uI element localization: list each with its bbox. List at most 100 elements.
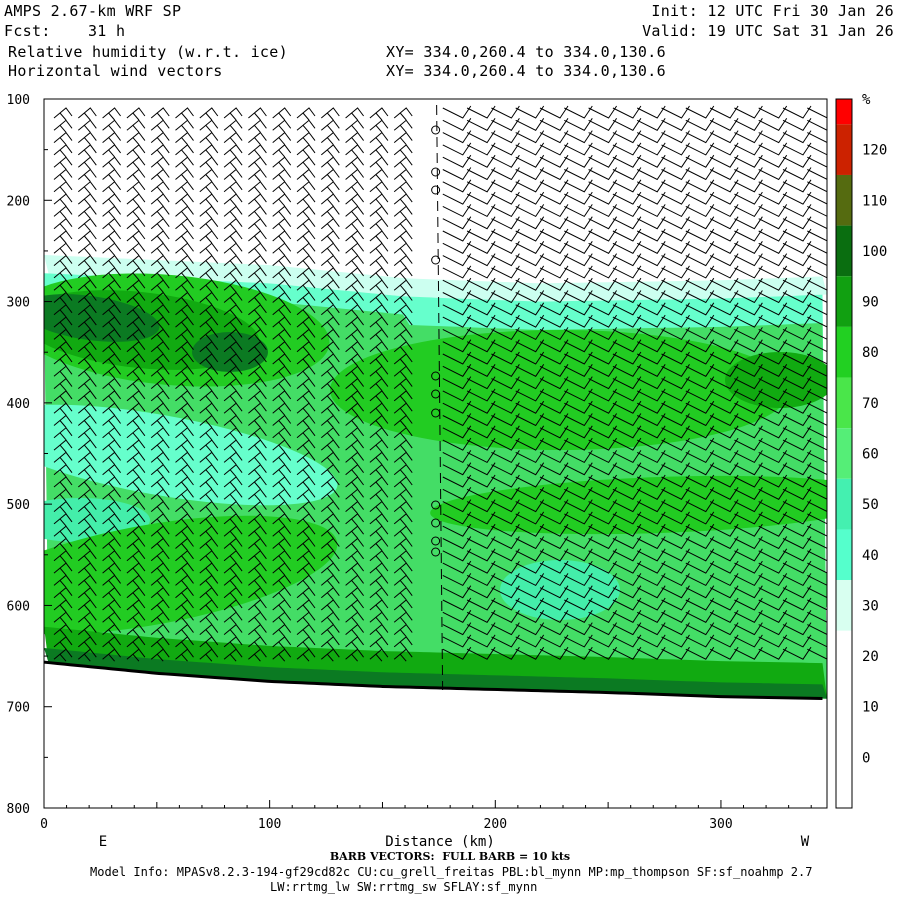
- wind-barb: [491, 474, 520, 488]
- wind-barb: [102, 267, 121, 281]
- wind-barb: [272, 463, 292, 478]
- wind-barb: [369, 513, 389, 527]
- wind-barb: [612, 413, 642, 427]
- wind-barb: [685, 536, 715, 550]
- wind-barb: [248, 636, 267, 650]
- wind-barb: [272, 525, 292, 539]
- wind-barb: [612, 474, 642, 488]
- wind-barb: [758, 622, 788, 636]
- wind-barb: [175, 562, 194, 576]
- y-tick-label: 100: [7, 93, 30, 108]
- wind-barb: [734, 573, 763, 587]
- wind-barb: [272, 304, 292, 318]
- wind-barb: [539, 499, 569, 513]
- wind-barb: [320, 513, 340, 527]
- wind-barb: [345, 463, 364, 478]
- wind-barb: [807, 390, 827, 402]
- wind-barb: [491, 646, 520, 660]
- wind-barb: [126, 611, 146, 625]
- wind-barb: [199, 254, 219, 268]
- wind-barb: [126, 463, 146, 478]
- wind-barb: [345, 217, 364, 232]
- wind-barb: [126, 304, 146, 318]
- wind-barb: [466, 167, 496, 181]
- wind-barb: [734, 105, 763, 119]
- wind-barb: [175, 402, 194, 416]
- wind-barb: [199, 168, 219, 182]
- wind-barb: [320, 402, 340, 416]
- wind-barb: [223, 476, 243, 490]
- model-title: AMPS 2.67-km WRF SP: [4, 2, 182, 20]
- direction-label-west: W: [801, 834, 810, 850]
- wind-barb: [102, 205, 121, 219]
- wind-barb: [102, 414, 121, 428]
- wind-barb: [223, 648, 243, 662]
- wind-barb: [491, 253, 520, 267]
- wind-barb: [685, 339, 715, 353]
- wind-barb: [223, 156, 243, 170]
- wind-barb: [345, 267, 364, 281]
- wind-barb: [685, 450, 715, 464]
- wind-barb: [77, 193, 97, 207]
- wind-barb: [199, 525, 219, 539]
- wind-barb: [636, 154, 666, 168]
- wind-barb: [661, 228, 690, 242]
- wind-barb: [296, 488, 316, 502]
- wind-barb: [782, 216, 812, 230]
- wind-barb: [393, 168, 413, 182]
- wind-barb: [758, 105, 788, 119]
- wind-barb: [248, 513, 267, 527]
- wind-barb: [685, 290, 715, 304]
- wind-barb: [345, 599, 364, 613]
- valid-time: Valid: 19 UTC Sat 31 Jan 26: [642, 22, 894, 40]
- wind-barb: [150, 377, 170, 391]
- wind-barb: [734, 216, 763, 230]
- wind-barb: [734, 487, 763, 500]
- wind-barb: [685, 327, 715, 341]
- wind-barb: [734, 327, 763, 341]
- wind-barb: [393, 623, 413, 637]
- wind-barb: [539, 474, 569, 488]
- wind-barb: [320, 131, 340, 145]
- wind-barb: [442, 474, 472, 488]
- wind-barb: [53, 513, 73, 527]
- wind-barb: [807, 550, 827, 562]
- wind-barb: [175, 267, 194, 281]
- wind-barb: [345, 193, 364, 207]
- wind-barb: [491, 450, 520, 464]
- wind-barb: [782, 462, 812, 476]
- wind-barb: [612, 622, 642, 636]
- wind-barb: [102, 500, 121, 514]
- wind-barb: [369, 648, 389, 662]
- wind-barb: [77, 562, 97, 576]
- wind-barb: [199, 550, 219, 564]
- wind-barb: [150, 193, 170, 207]
- wind-barb: [175, 488, 194, 502]
- wind-barb: [709, 364, 739, 377]
- wind-barb: [442, 302, 472, 316]
- wind-barb: [320, 648, 340, 662]
- wind-barb: [102, 119, 121, 133]
- wind-barb: [248, 648, 267, 662]
- wind-barb: [320, 107, 340, 121]
- wind-barb: [248, 328, 267, 342]
- wind-barb: [539, 302, 569, 316]
- wind-barb: [393, 242, 413, 256]
- wind-barb: [491, 167, 520, 181]
- wind-barb: [466, 130, 496, 144]
- wind-barb: [515, 228, 545, 242]
- wind-barb: [393, 500, 413, 514]
- wind-barb: [515, 314, 545, 328]
- wind-barb: [150, 500, 170, 514]
- wind-barb: [466, 241, 496, 254]
- wind-barb: [807, 624, 827, 636]
- wind-barb: [588, 388, 618, 402]
- wind-barb: [491, 548, 520, 562]
- wind-barb: [248, 291, 267, 305]
- wind-barb: [199, 488, 219, 502]
- wind-barb: [150, 623, 170, 637]
- wind-barb: [320, 304, 340, 318]
- wind-barb: [661, 511, 690, 525]
- wind-barb: [150, 648, 170, 662]
- wind-barb: [466, 339, 496, 353]
